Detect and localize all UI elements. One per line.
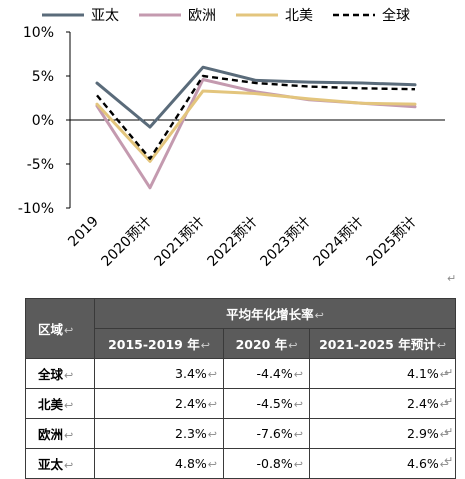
cell-end-mark: ↩ xyxy=(439,398,449,411)
value-text: 3.4% xyxy=(175,366,207,381)
region-label: 亚太 xyxy=(38,457,64,472)
cell-end-mark: ↩ xyxy=(64,459,74,472)
value-text: 2.3% xyxy=(175,426,207,441)
cell-end-mark: ↩ xyxy=(439,368,449,381)
value-cell: 2.4%↩ xyxy=(94,388,224,419)
cell-end-mark: ↩ xyxy=(64,399,74,412)
table-subheader-row: 2015-2019 年↩ 2020 年↩ 2021-2025 年预计↩ xyxy=(26,328,456,359)
value-text: -4.5% xyxy=(256,396,293,411)
value-text: 2.9% xyxy=(407,426,439,441)
column-header-label: 2021-2025 年预计 xyxy=(319,337,436,352)
value-cell: 2.9%↩ xyxy=(309,418,456,449)
value-text: 4.1% xyxy=(407,366,439,381)
value-text: 2.4% xyxy=(175,396,207,411)
y-tick-label: -5% xyxy=(27,157,54,173)
value-text: 4.6% xyxy=(407,456,439,471)
table-row: 亚太↩ 4.8%↩ -0.8%↩ 4.6%↩ xyxy=(25,448,456,479)
column-header-label: 2020 年 xyxy=(235,337,288,352)
column-header: 2015-2019 年↩ xyxy=(94,328,224,359)
plot-area xyxy=(95,65,417,190)
cell-end-mark: ↩ xyxy=(288,339,298,352)
value-cell: 4.6%↩ xyxy=(309,448,456,479)
group-header-cell: 平均年化增长率↩ xyxy=(94,298,456,329)
y-axis: 10% 5% 0% -5% -10% xyxy=(18,25,71,217)
cell-end-mark: ↩ xyxy=(207,428,217,441)
x-tick-label: 2020预计 xyxy=(99,214,155,270)
table-row: 北美↩ 2.4%↩ -4.5%↩ 2.4%↩ xyxy=(25,388,456,419)
x-tick-label: 2019 xyxy=(65,214,102,251)
series-line-全球 xyxy=(96,74,416,160)
cell-end-mark: ↩ xyxy=(439,428,449,441)
group-header: 平均年化增长率 xyxy=(226,307,314,322)
legend-label: 亚太 xyxy=(91,8,119,24)
region-header: 区域 xyxy=(38,322,64,337)
cell-end-mark: ↩ xyxy=(293,368,303,381)
cell-end-mark: ↩ xyxy=(207,458,217,471)
region-header-cell: 区域↩ xyxy=(25,298,95,359)
cell-end-mark: ↩ xyxy=(293,398,303,411)
table-row: 欧洲↩ 2.3%↩ -7.6%↩ 2.9%↩ xyxy=(25,418,456,449)
table-header-row: 区域↩ 平均年化增长率↩ xyxy=(25,298,456,359)
cell-end-mark: ↩ xyxy=(314,309,324,322)
x-tick-label: 2024预计 xyxy=(311,214,367,270)
region-label: 北美 xyxy=(38,397,64,412)
cell-end-mark: ↩ xyxy=(64,429,74,442)
legend-label: 北美 xyxy=(285,8,313,24)
region-cell: 全球↩ xyxy=(25,358,95,389)
x-tick-label: 2023预计 xyxy=(258,214,314,270)
cell-end-mark: ↩ xyxy=(64,324,74,337)
legend-label: 欧洲 xyxy=(188,8,216,24)
value-cell: -4.4%↩ xyxy=(223,358,310,389)
value-cell: -4.5%↩ xyxy=(223,388,310,419)
region-label: 全球 xyxy=(38,367,64,382)
table-row: 全球↩ 3.4%↩ -4.4%↩ 4.1%↩ xyxy=(25,358,456,389)
series-line-欧洲 xyxy=(95,78,417,190)
cell-end-mark: ↩ xyxy=(207,368,217,381)
x-tick-label: 2025预计 xyxy=(364,214,420,270)
cell-end-mark: ↩ xyxy=(439,458,449,471)
x-tick-label: 2021预计 xyxy=(152,214,208,270)
growth-rate-table: 区域↩ 平均年化增长率↩ 2015-2019 年↩ 2020 年↩ 2021-2… xyxy=(25,298,456,479)
y-tick-label: 0% xyxy=(32,113,54,129)
cell-end-mark: ↩ xyxy=(436,339,446,352)
column-header: 2021-2025 年预计↩ xyxy=(309,328,456,359)
cell-end-mark: ↩ xyxy=(207,398,217,411)
value-cell: -7.6%↩ xyxy=(223,418,310,449)
region-cell: 北美↩ xyxy=(25,388,95,419)
region-cell: 亚太↩ xyxy=(25,448,95,479)
value-text: 2.4% xyxy=(407,396,439,411)
value-text: -4.4% xyxy=(256,366,293,381)
paragraph-mark: ↵ xyxy=(447,272,457,285)
cell-end-mark: ↩ xyxy=(293,458,303,471)
value-cell: 4.1%↩ xyxy=(309,358,456,389)
region-cell: 欧洲↩ xyxy=(25,418,95,449)
chart-legend: 亚太 欧洲 北美 全球 xyxy=(42,7,410,24)
cell-end-mark: ↩ xyxy=(293,428,303,441)
column-header-label: 2015-2019 年 xyxy=(108,337,200,352)
y-tick-label: -10% xyxy=(18,201,54,217)
cell-end-mark: ↩ xyxy=(64,369,74,382)
growth-line-chart: 亚太 欧洲 北美 全球 10% 5% 0% -5% -10% 20192020预计2021预计… xyxy=(18,7,445,270)
value-cell: 2.4%↩ xyxy=(309,388,456,419)
value-text: -0.8% xyxy=(256,456,293,471)
y-tick-label: 10% xyxy=(23,25,54,41)
value-text: -7.6% xyxy=(256,426,293,441)
value-cell: 2.3%↩ xyxy=(94,418,224,449)
legend-label: 全球 xyxy=(382,7,410,24)
region-label: 欧洲 xyxy=(38,427,64,442)
value-cell: 3.4%↩ xyxy=(94,358,224,389)
value-cell: -0.8%↩ xyxy=(223,448,310,479)
y-tick-label: 5% xyxy=(32,69,54,85)
cell-end-mark: ↩ xyxy=(200,339,210,352)
value-cell: 4.8%↩ xyxy=(94,448,224,479)
x-tick-label: 2022预计 xyxy=(205,214,261,270)
series-line-北美 xyxy=(95,89,417,163)
value-text: 4.8% xyxy=(175,456,207,471)
series-line-亚太 xyxy=(95,65,417,129)
column-header: 2020 年↩ xyxy=(223,328,310,359)
